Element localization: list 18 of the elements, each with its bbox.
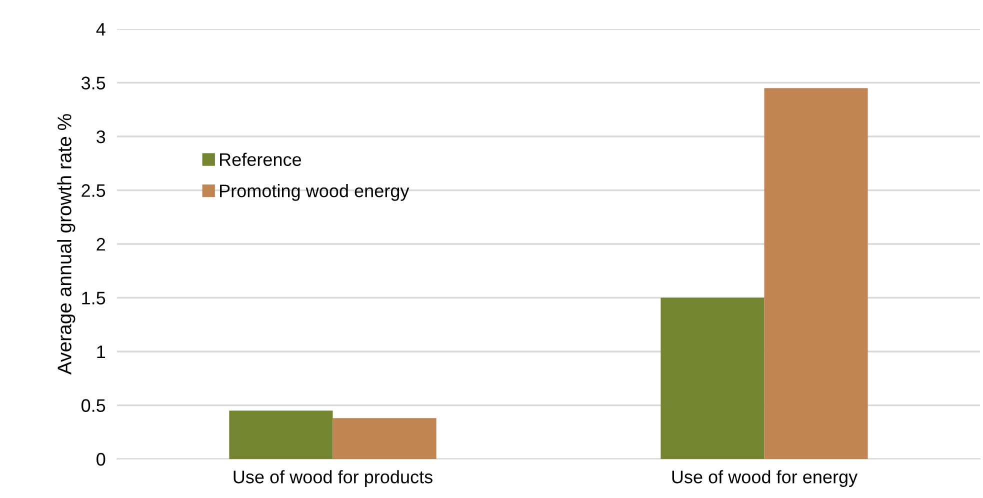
y-tick-label: 3 xyxy=(96,130,106,144)
y-tick-label: 1 xyxy=(97,346,106,358)
y-tick-label: 4 xyxy=(96,23,106,36)
legend-label: Reference xyxy=(220,152,302,166)
x-tick-label: Use of wood for products xyxy=(234,470,432,487)
x-tick-label: Use of wood for energy xyxy=(672,470,858,487)
bar xyxy=(660,298,764,459)
y-axis-title: Average annual growth rate % xyxy=(57,114,76,375)
y-tick-label: 2.5 xyxy=(82,184,106,197)
bar xyxy=(764,88,868,459)
y-tick-label: 3.5 xyxy=(81,76,106,90)
bar xyxy=(229,410,333,459)
legend-label: Promoting wood energy xyxy=(220,184,410,201)
y-tick-label: 1.5 xyxy=(82,292,106,304)
y-tick-label: 0 xyxy=(96,452,106,466)
y-tick-label: 0.5 xyxy=(81,399,106,412)
y-tick-label: 2 xyxy=(96,238,105,251)
bar xyxy=(332,418,436,459)
